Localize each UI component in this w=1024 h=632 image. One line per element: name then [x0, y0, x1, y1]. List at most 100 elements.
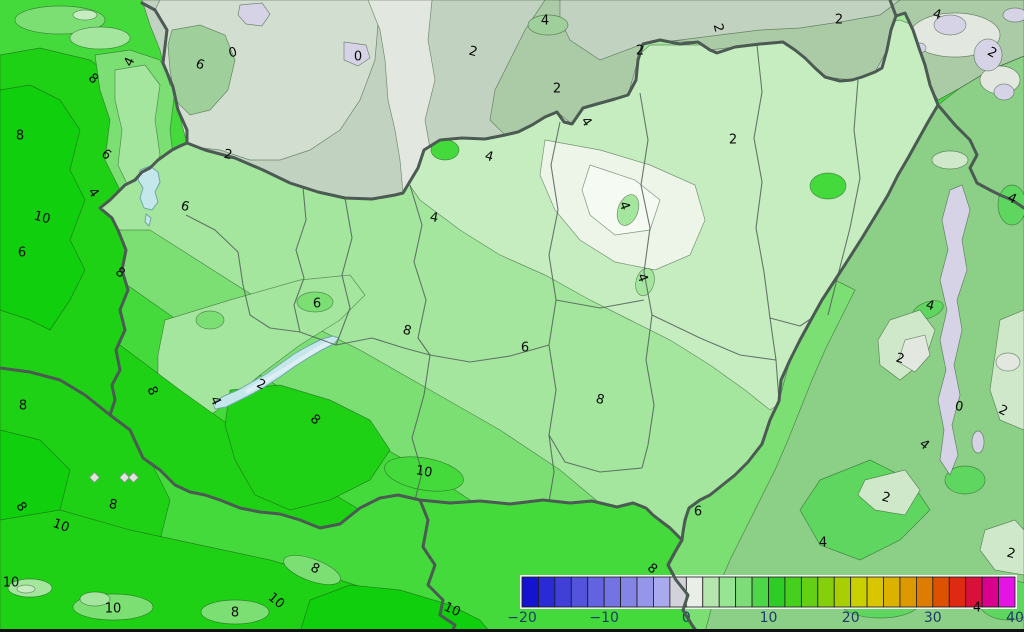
contour-region	[384, 456, 464, 492]
contour-region	[937, 184, 971, 476]
border-over-legend	[666, 538, 699, 632]
contour-label: 10	[441, 600, 462, 621]
legend-segment	[800, 576, 819, 608]
border-ukraine-romania	[936, 103, 1024, 210]
contour-region	[933, 14, 967, 36]
contour-label: 10	[51, 516, 72, 536]
county-line	[548, 121, 561, 503]
contour-region	[979, 519, 1024, 576]
contour-label: 2	[835, 13, 843, 28]
county-line	[753, 44, 780, 402]
contour-region	[559, 0, 901, 61]
border-austria-slovenia	[0, 366, 112, 417]
contour-label: 10	[415, 463, 434, 481]
legend-segment	[653, 576, 671, 608]
contour-label: 2	[894, 351, 906, 368]
legend-segment	[981, 576, 999, 608]
contour-region	[971, 430, 985, 454]
county-line	[769, 317, 813, 327]
lakes	[88, 165, 340, 484]
county-boundaries	[185, 44, 861, 503]
county-line	[827, 79, 861, 316]
contour-label: 8	[644, 561, 660, 578]
legend-segment	[833, 576, 852, 608]
legend-segment	[998, 576, 1016, 608]
contour-region	[527, 14, 569, 36]
legend-segment	[636, 576, 654, 608]
legend-segment	[850, 576, 868, 608]
contour-region	[118, 471, 131, 484]
contour-region	[993, 83, 1015, 101]
contour-region	[127, 471, 140, 484]
legend-segment	[603, 576, 621, 608]
contour-label: 6	[694, 505, 702, 520]
border-austria-slovakia	[140, 1, 189, 145]
legend-segment	[866, 576, 884, 608]
county-line	[185, 214, 301, 333]
contour-region	[167, 24, 236, 116]
contour-label: 8	[16, 129, 24, 144]
legend-segment	[948, 576, 967, 608]
contour-label: 8	[401, 323, 413, 340]
contour-label: 8	[231, 606, 239, 621]
county-line	[299, 331, 431, 356]
legend-segment	[916, 576, 934, 608]
county-line	[293, 186, 307, 333]
county-line	[335, 197, 353, 346]
legend-segment	[538, 576, 556, 608]
contour-region	[0, 84, 86, 331]
lake-balaton-highlight	[245, 340, 332, 394]
contour-label: 2	[636, 44, 644, 59]
contour-region	[1002, 7, 1024, 23]
contour-label: 2	[553, 82, 561, 97]
contour-label: 2	[880, 490, 892, 507]
contour-region	[997, 184, 1024, 226]
legend-tick-label: 40	[1006, 610, 1024, 626]
contour-label: 8	[108, 497, 119, 513]
contour-label: 10	[3, 576, 20, 591]
county-line	[409, 184, 431, 501]
legend-tick-label: −10	[589, 610, 619, 626]
contour-region	[79, 591, 111, 607]
contour-region	[195, 310, 225, 330]
contour-region	[616, 194, 640, 226]
contour-label: 0	[354, 50, 362, 65]
contour-region	[69, 26, 131, 50]
county-line	[555, 299, 645, 309]
contour-label: 2	[710, 22, 727, 34]
border-serbia-romania-over-legend	[666, 538, 699, 632]
bottom-edge-bar	[0, 629, 1024, 632]
legend-segment	[718, 576, 737, 608]
station-diamond-markers	[88, 471, 140, 484]
contour-region	[857, 469, 921, 516]
contour-label: 2	[1005, 546, 1017, 563]
contour-region	[809, 172, 847, 200]
contour-label: 4	[931, 7, 943, 24]
contour-label: 0	[954, 399, 965, 415]
county-line	[429, 344, 550, 363]
legend-segment	[521, 576, 539, 608]
contour-region	[995, 352, 1021, 372]
contour-label: 6	[18, 246, 26, 261]
contour-label: 10	[32, 209, 52, 228]
legend-segment	[899, 576, 917, 608]
border-croatia-serbia	[418, 498, 457, 632]
legend-tick-label: 10	[760, 610, 778, 626]
county-line	[651, 314, 777, 361]
contour-label: 4	[429, 210, 440, 226]
legend-segment	[751, 576, 769, 608]
legend-segment	[784, 576, 802, 608]
contour-label: 4	[819, 536, 827, 551]
contour-region	[931, 150, 969, 170]
county-line	[639, 92, 655, 469]
temperature-legend: −20 −10 0 10 20 30 40	[507, 575, 1024, 626]
contour-label: 10	[105, 602, 122, 617]
legend-segment	[932, 576, 950, 608]
contour-label: 4	[483, 149, 495, 166]
contour-label: 2	[467, 44, 479, 61]
legend-segment	[685, 576, 704, 608]
contour-region	[200, 599, 270, 625]
